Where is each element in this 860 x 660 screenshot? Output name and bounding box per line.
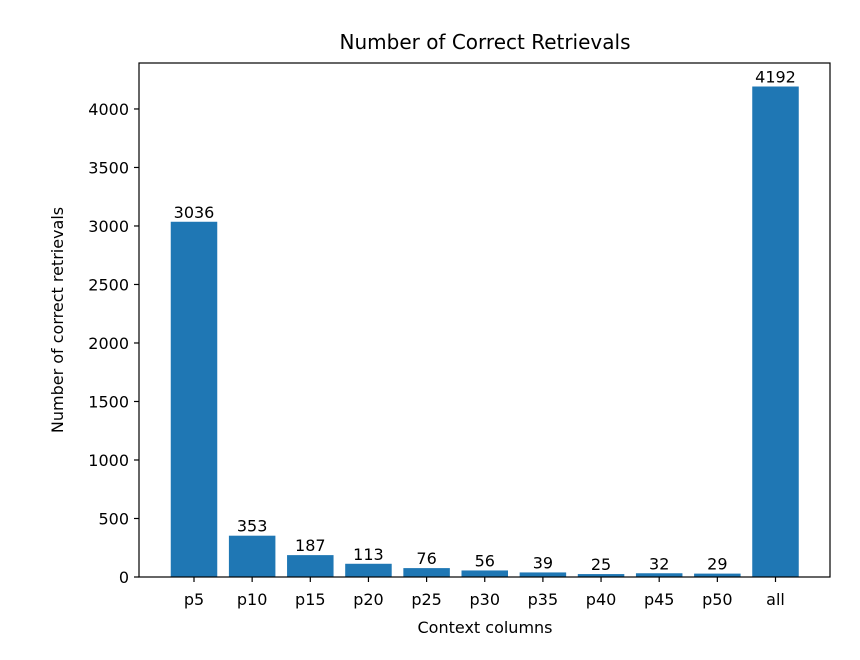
bar-all [752, 86, 799, 577]
x-tick-label-p35: p35 [528, 590, 559, 609]
chart-title: Number of Correct Retrievals [340, 30, 631, 54]
data-label-p5: 3036 [174, 203, 215, 222]
x-axis-label: Context columns [418, 618, 553, 637]
y-tick-label-1000: 1000 [88, 451, 129, 470]
bar-p45 [635, 573, 683, 577]
x-tick-label-p10: p10 [237, 590, 268, 609]
bar-p25 [403, 568, 450, 577]
x-tick-label-p5: p5 [184, 590, 204, 609]
y-tick-label-1500: 1500 [88, 392, 129, 411]
bar-p50 [694, 573, 741, 577]
bar-p10 [228, 535, 276, 577]
y-tick-label-500: 500 [98, 509, 129, 528]
bar-p20 [345, 563, 392, 577]
x-tick-label-p15: p15 [295, 590, 326, 609]
data-label-p40: 25 [591, 555, 611, 574]
data-label-p35: 39 [533, 553, 553, 572]
y-tick-label-2500: 2500 [88, 275, 129, 294]
y-axis-label: Number of correct retrievals [48, 207, 67, 433]
bars-group [170, 86, 799, 577]
data-label-p50: 29 [707, 555, 727, 574]
plot-frame [138, 62, 831, 578]
bar-p40 [577, 574, 625, 577]
y-axis: 0 500 1000 1500 2000 2500 3000 3500 4000 [88, 100, 139, 587]
x-tick-label-all: all [766, 590, 785, 609]
data-labels-group: 3036 353 187 113 76 56 39 25 32 29 4192 [174, 68, 796, 575]
y-tick-label-0: 0 [119, 568, 129, 587]
data-label-p45: 32 [649, 554, 669, 573]
bar-p5 [170, 221, 218, 577]
x-tick-label-p40: p40 [586, 590, 617, 609]
bar-p30 [461, 570, 508, 577]
x-tick-label-p50: p50 [702, 590, 733, 609]
y-tick-label-3500: 3500 [88, 158, 129, 177]
x-tick-label-p25: p25 [411, 590, 442, 609]
data-label-p20: 113 [353, 545, 384, 564]
x-tick-label-p30: p30 [469, 590, 500, 609]
x-axis: p5 p10 p15 p20 p25 p30 p35 p40 p45 p50 all [184, 577, 785, 609]
bar-p35 [519, 572, 567, 577]
data-label-p25: 76 [416, 549, 436, 568]
y-tick-label-4000: 4000 [88, 100, 129, 119]
x-tick-label-p45: p45 [644, 590, 675, 609]
y-tick-label-3000: 3000 [88, 217, 129, 236]
data-label-p15: 187 [295, 536, 326, 555]
x-tick-label-p20: p20 [353, 590, 384, 609]
data-label-p10: 353 [237, 517, 268, 536]
bar-p15 [287, 555, 334, 577]
data-label-p30: 56 [475, 551, 495, 570]
y-tick-label-2000: 2000 [88, 334, 129, 353]
data-label-all: 4192 [755, 68, 796, 87]
